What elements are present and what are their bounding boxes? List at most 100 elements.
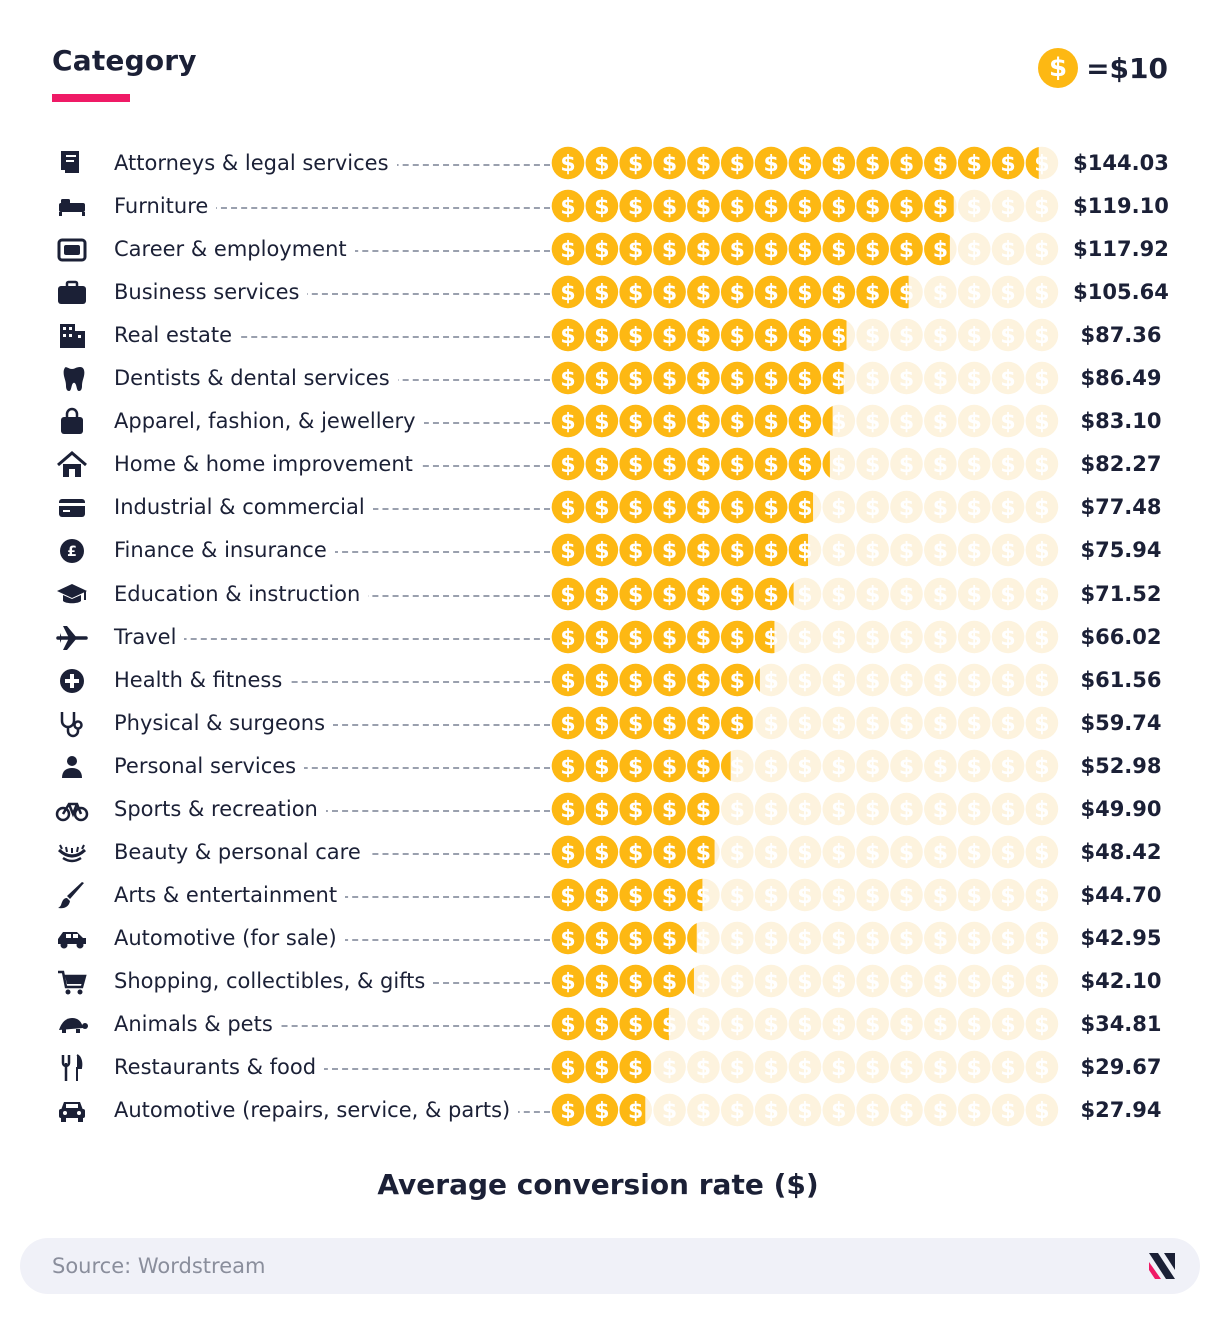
empty-coin: $: [856, 577, 889, 610]
svg-text:$: $: [831, 884, 846, 909]
coin-row: $$$$$$$$$$$$$$$$$$$$$$$$$$$: [551, 189, 1059, 223]
category-label: Attorneys & legal services: [114, 148, 397, 178]
value-label: $87.36: [1080, 323, 1162, 348]
svg-text:$: $: [797, 927, 812, 952]
empty-coin: $: [924, 1093, 957, 1127]
source-footer: Source: Wordstream: [20, 1238, 1200, 1294]
svg-text:$: $: [730, 755, 745, 780]
dollar-coin: $: [788, 404, 822, 438]
svg-text:$: $: [696, 367, 711, 392]
dollar-coin: $: [585, 361, 619, 395]
svg-text:$: $: [730, 1013, 745, 1038]
svg-text:$: $: [797, 669, 812, 694]
svg-text:$: $: [933, 152, 948, 177]
svg-text:$: $: [865, 367, 880, 392]
category-label: Furniture: [114, 191, 217, 222]
dollar-coin: $: [551, 921, 585, 955]
svg-text:$: $: [763, 453, 778, 478]
empty-coin: $: [924, 921, 957, 955]
svg-text:$: $: [967, 970, 982, 995]
svg-text:$: $: [696, 410, 711, 435]
svg-text:$: $: [730, 755, 745, 780]
value-label: $48.42: [1080, 839, 1162, 864]
svg-text:$: $: [662, 195, 677, 220]
dollar-coin: $: [653, 706, 686, 739]
empty-coin: $: [720, 1093, 754, 1127]
svg-text:$: $: [1000, 712, 1015, 737]
svg-text:$: $: [1034, 1013, 1049, 1038]
empty-coin: $: [653, 1093, 686, 1127]
svg-text:$: $: [1000, 324, 1015, 349]
dollar-coin: $: [619, 706, 652, 739]
svg-text:$: $: [933, 841, 948, 866]
svg-text:$: $: [560, 539, 575, 564]
svg-text:$: $: [899, 324, 914, 349]
svg-text:$: $: [797, 1013, 812, 1038]
partial-dollar-coin: $: [687, 878, 703, 912]
empty-coin: $: [890, 1007, 923, 1041]
svg-text:$: $: [1000, 583, 1015, 608]
dollar-coin: $: [687, 146, 720, 180]
svg-text:$: $: [696, 1099, 711, 1124]
empty-coin: $: [754, 921, 788, 955]
svg-text:$: $: [899, 669, 914, 694]
svg-text:$: $: [560, 755, 575, 780]
empty-coin: $: [991, 361, 1025, 395]
empty-coin: $: [687, 1093, 720, 1127]
coin-row: $$$$$$$$$$$$$$$$$$$$: [551, 964, 1059, 998]
dollar-coin: $: [619, 448, 652, 481]
svg-text:$: $: [560, 238, 575, 263]
empty-coin: $: [822, 620, 856, 653]
dollar-coin-icon: $: [1038, 48, 1079, 88]
svg-text:$: $: [797, 970, 812, 995]
svg-text:$: $: [1034, 841, 1049, 866]
svg-text:$: $: [763, 195, 778, 220]
svg-text:$: $: [831, 410, 846, 435]
category-label: Finance & insurance: [114, 535, 335, 566]
svg-text:$: $: [730, 281, 745, 306]
leader-line: [120, 723, 550, 726]
empty-coin: $: [1025, 835, 1059, 869]
dollar-coin: $: [551, 534, 585, 567]
svg-text:$: $: [696, 626, 711, 651]
empty-coin: $: [957, 275, 991, 309]
dollar-coin: $: [754, 275, 788, 309]
empty-coin: $: [788, 921, 822, 955]
dollar-coin: $: [687, 491, 720, 524]
svg-text:$: $: [933, 324, 948, 349]
car-side-icon: [58, 931, 86, 949]
svg-text:$: $: [933, 281, 948, 306]
dollar-coin: $: [653, 878, 686, 912]
value-label: $71.52: [1080, 581, 1162, 606]
empty-coin: $: [924, 663, 957, 696]
dollar-coin: $: [653, 318, 686, 352]
svg-text:$: $: [696, 1056, 711, 1081]
empty-coin: $: [957, 1050, 991, 1084]
svg-text:$: $: [594, 281, 609, 306]
dollar-coin: $: [551, 1050, 585, 1084]
empty-coin: $: [822, 491, 856, 524]
svg-text:$: $: [763, 238, 778, 263]
empty-coin: $: [720, 1050, 754, 1084]
empty-coin: $: [788, 749, 822, 782]
dollar-coin: $: [619, 749, 652, 782]
empty-coin: $: [1025, 706, 1059, 739]
svg-text:$: $: [933, 669, 948, 694]
empty-coin: $: [924, 964, 957, 998]
value-label: $77.48: [1080, 495, 1162, 520]
dollar-coin: $: [585, 964, 619, 998]
svg-text:$: $: [899, 841, 914, 866]
svg-text:$: $: [662, 970, 677, 995]
dollar-coin: $: [585, 1050, 619, 1084]
dollar-coin: $: [619, 404, 652, 438]
svg-text:$: $: [933, 970, 948, 995]
dollar-coin: $: [551, 706, 585, 739]
empty-coin: $: [890, 404, 923, 438]
paintbrush-icon: [58, 881, 84, 909]
empty-coin: $: [856, 964, 889, 998]
svg-text:$: $: [560, 669, 575, 694]
svg-text:$: $: [1034, 583, 1049, 608]
svg-text:$: $: [763, 755, 778, 780]
dollar-coin: $: [585, 921, 619, 955]
svg-text:$: $: [865, 798, 880, 823]
